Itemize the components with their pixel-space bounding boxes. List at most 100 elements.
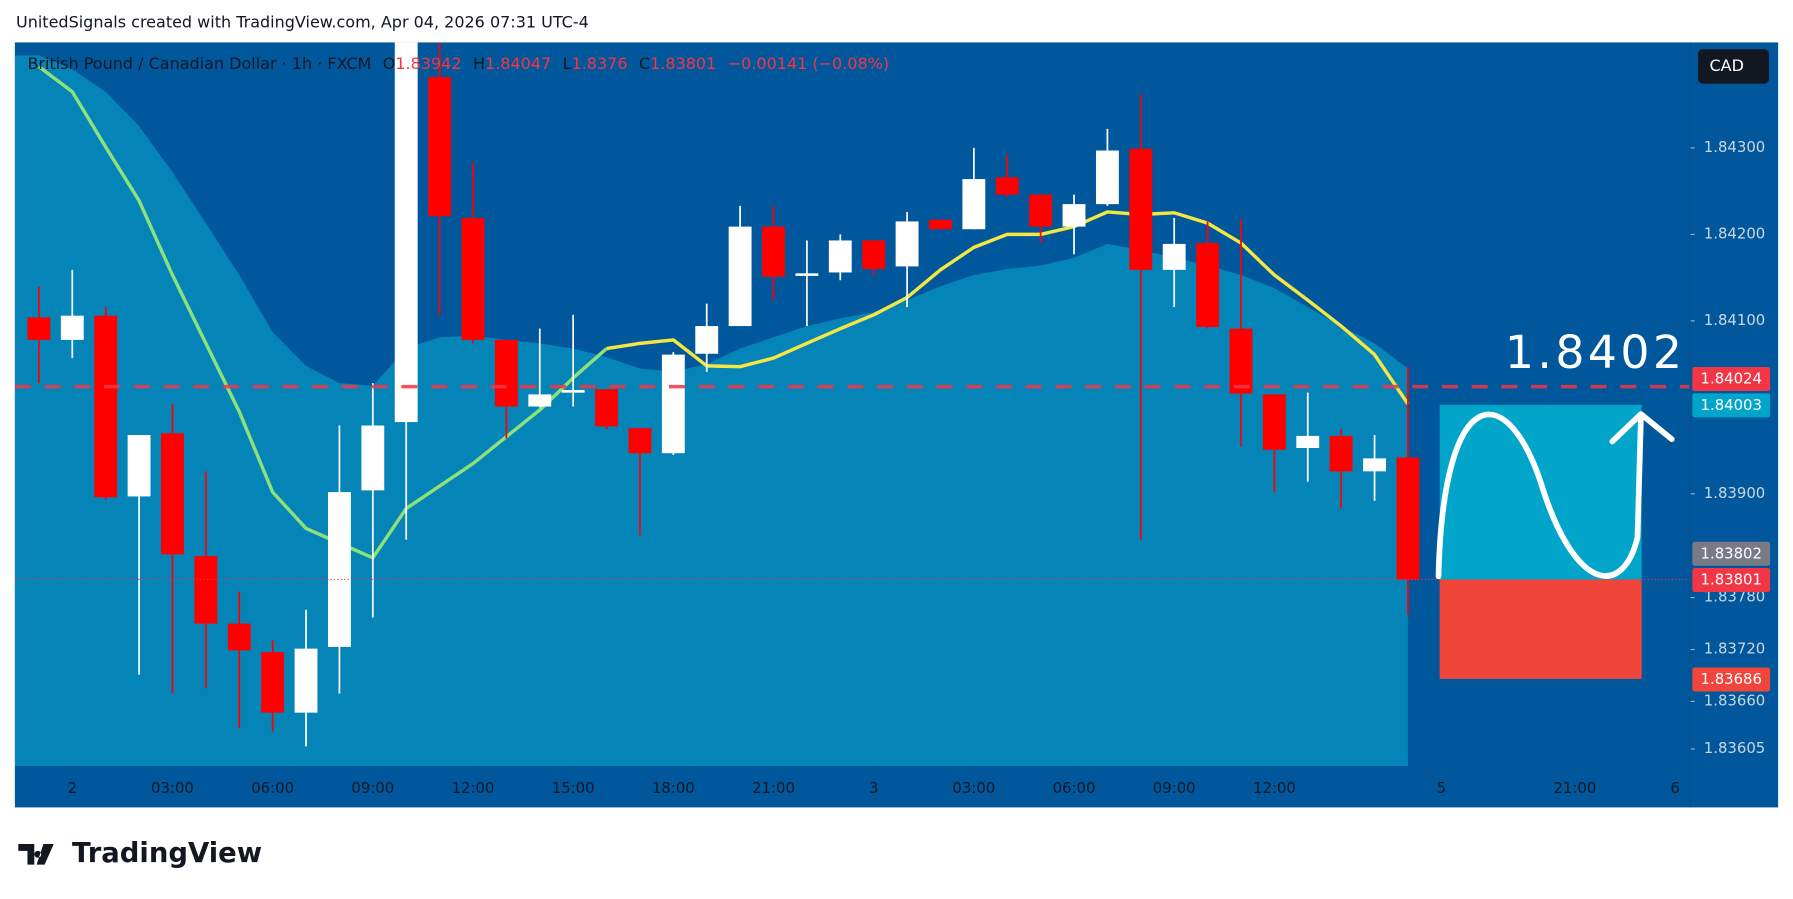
x-tick-label: 09:00 bbox=[351, 779, 394, 797]
candle-body bbox=[261, 652, 285, 713]
projection-arrow bbox=[1435, 411, 1675, 580]
candle-body bbox=[929, 219, 952, 230]
candle-body bbox=[1296, 435, 1320, 449]
y-tick-label: 1.83780 bbox=[1704, 588, 1765, 606]
candle-body bbox=[1129, 148, 1153, 270]
target-zone bbox=[1439, 404, 1642, 580]
candle-body bbox=[1196, 243, 1220, 327]
x-tick-label: 21:00 bbox=[752, 779, 795, 797]
ohlc-label: L bbox=[563, 54, 572, 73]
candle-body bbox=[962, 179, 986, 230]
price-label-bg bbox=[1692, 541, 1771, 566]
price-label-bg bbox=[1692, 393, 1771, 418]
overlay: 1.8402 1.84300 1.84200 1.84100 1.83900 1.8378… bbox=[14, 138, 1771, 797]
x-tick-label: 06:00 bbox=[251, 779, 294, 797]
candle-body bbox=[1229, 328, 1253, 394]
candle-body bbox=[795, 273, 819, 276]
ohlc-value: 1.83801 bbox=[650, 54, 716, 73]
candle-body bbox=[995, 177, 1019, 195]
currency-button[interactable] bbox=[1698, 49, 1769, 84]
ohlc-value: 1.83942 bbox=[395, 54, 461, 73]
candle-body bbox=[528, 394, 552, 407]
logo: TradingView bbox=[18, 838, 262, 869]
candle-body bbox=[94, 315, 118, 498]
indicator-line bbox=[37, 65, 608, 560]
logo-icon bbox=[18, 844, 54, 865]
candle-body bbox=[494, 339, 518, 407]
candle-body bbox=[227, 623, 251, 651]
candle-body bbox=[728, 226, 752, 327]
price-label-bg bbox=[1692, 568, 1771, 593]
header: UnitedSignals created with TradingView.c… bbox=[16, 12, 589, 31]
y-tick-label: 1.83660 bbox=[1704, 691, 1765, 709]
logo-text: TradingView bbox=[72, 838, 262, 869]
x-tick-label: 03:00 bbox=[151, 779, 194, 797]
candle-body bbox=[428, 77, 452, 217]
candle-body bbox=[1396, 457, 1420, 580]
legend: British Pound / Canadian Dollar · 1h · F… bbox=[27, 54, 889, 73]
plot-area bbox=[14, 42, 1420, 767]
x-tick-label: 3 bbox=[869, 779, 878, 797]
x-tick-label: 6 bbox=[1670, 779, 1679, 797]
x-tick-label: 5 bbox=[1437, 779, 1446, 797]
price-label-bg bbox=[1692, 367, 1771, 392]
x-tick-label: 2 bbox=[68, 779, 77, 797]
indicator-line bbox=[606, 210, 1410, 405]
candle-body bbox=[1262, 394, 1286, 450]
candle-body bbox=[1329, 435, 1353, 472]
y-tick-label: 1.84100 bbox=[1704, 311, 1765, 329]
price-label: 1.84024 bbox=[1701, 370, 1762, 388]
change: −0.00141 (−0.08%) bbox=[728, 54, 889, 73]
candle-body bbox=[828, 240, 852, 273]
price-label: 1.84003 bbox=[1701, 396, 1762, 414]
price-label: 1.83801 bbox=[1701, 571, 1762, 589]
x-tick-label: 12:00 bbox=[452, 779, 495, 797]
y-tick-label: 1.84200 bbox=[1704, 224, 1765, 242]
price-label-bg bbox=[1692, 667, 1771, 692]
candle-body bbox=[628, 428, 652, 454]
annotation: 1.8402 bbox=[1505, 326, 1686, 379]
candle-body bbox=[561, 390, 585, 393]
x-tick-label: 15:00 bbox=[552, 779, 595, 797]
currency-label[interactable]: CAD bbox=[1709, 56, 1743, 75]
candle-body bbox=[394, 42, 418, 423]
candle-body bbox=[1162, 243, 1186, 270]
ohlc-value: 1.8376 bbox=[572, 54, 628, 73]
candle-body bbox=[327, 492, 351, 647]
candle-body bbox=[60, 315, 84, 340]
y-tick-label: 1.83720 bbox=[1704, 640, 1765, 658]
ohlc-label: C bbox=[639, 54, 650, 73]
candle-body bbox=[161, 433, 184, 555]
candle-body bbox=[661, 354, 685, 454]
ohlc-label: H bbox=[473, 54, 485, 73]
candle-body bbox=[194, 556, 218, 624]
price-label: 1.83686 bbox=[1701, 670, 1762, 688]
x-tick-label: 18:00 bbox=[652, 779, 695, 797]
candle-body bbox=[294, 648, 318, 713]
price-label: 1.83802 bbox=[1701, 544, 1762, 562]
symbol: British Pound / Canadian Dollar · 1h · F… bbox=[27, 54, 371, 73]
candle-body bbox=[695, 326, 719, 354]
candle-body bbox=[862, 240, 886, 269]
ohlc-label: O bbox=[383, 54, 396, 73]
x-tick-label: 21:00 bbox=[1553, 779, 1596, 797]
ohlc-value: 1.84047 bbox=[485, 54, 551, 73]
candle-body bbox=[127, 435, 151, 497]
x-tick-label: 09:00 bbox=[1153, 779, 1196, 797]
y-tick-label: 1.83605 bbox=[1704, 739, 1765, 757]
y-tick-label: 1.83900 bbox=[1704, 484, 1765, 502]
x-tick-label: 06:00 bbox=[1053, 779, 1096, 797]
indicator-area bbox=[14, 55, 1408, 767]
candle-body bbox=[27, 317, 51, 340]
candle-body bbox=[1095, 150, 1119, 205]
candle-body bbox=[1062, 204, 1086, 227]
candle-body bbox=[1029, 194, 1053, 227]
candle-body bbox=[1363, 458, 1386, 472]
x-tick-label: 12:00 bbox=[1253, 779, 1296, 797]
candle-body bbox=[361, 425, 385, 491]
candle-body bbox=[595, 389, 618, 427]
candle-body bbox=[762, 226, 785, 277]
y-tick-label: 1.84300 bbox=[1704, 138, 1765, 156]
